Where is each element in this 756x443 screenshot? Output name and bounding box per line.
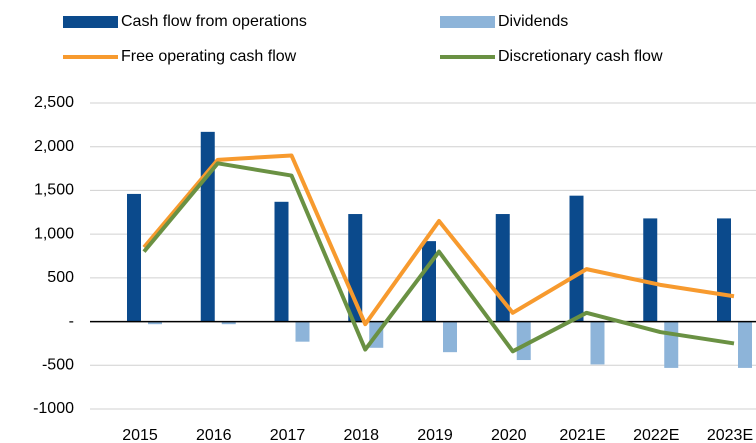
bar — [590, 321, 605, 365]
bar — [738, 321, 752, 368]
y-tick-label: 2,500 — [34, 94, 74, 111]
x-tick-label: 2020 — [491, 427, 527, 443]
y-tick-label: 500 — [47, 269, 74, 286]
bar — [643, 218, 658, 322]
y-tick-label: -500 — [42, 357, 74, 374]
x-tick-label: 2018 — [343, 427, 379, 443]
bar — [148, 321, 162, 325]
bar — [569, 195, 584, 322]
line — [142, 161, 735, 354]
bar — [274, 201, 289, 322]
legend-label: Free operating cash flow — [121, 48, 297, 65]
x-tick-label: 2015 — [122, 427, 158, 443]
x-tick-label: 2022E — [633, 427, 679, 443]
y-tick-label: 1,500 — [34, 182, 74, 199]
legend-swatch — [63, 16, 118, 28]
bar — [443, 321, 457, 353]
bar — [422, 241, 436, 322]
bar — [717, 218, 731, 322]
bar — [127, 193, 141, 322]
y-tick-label: -1000 — [33, 400, 74, 417]
legend-swatch — [440, 16, 495, 28]
legend-label: Dividends — [498, 13, 568, 30]
legend-label: Discretionary cash flow — [498, 48, 663, 65]
x-tick-label: 2016 — [196, 427, 232, 443]
bar — [221, 321, 236, 325]
x-tick-label: 2023E — [707, 427, 753, 443]
legend-label: Cash flow from operations — [121, 13, 307, 30]
bar — [200, 131, 215, 322]
bar — [516, 321, 531, 361]
y-tick-label: 2,000 — [34, 138, 74, 155]
y-tick-label: 1,000 — [34, 225, 74, 242]
line — [142, 153, 735, 327]
x-tick-label: 2017 — [270, 427, 306, 443]
bar — [295, 321, 310, 342]
x-tick-label: 2019 — [417, 427, 453, 443]
y-tick-label: - — [69, 313, 74, 330]
x-tick-label: 2021E — [559, 427, 605, 443]
bar — [664, 321, 679, 368]
